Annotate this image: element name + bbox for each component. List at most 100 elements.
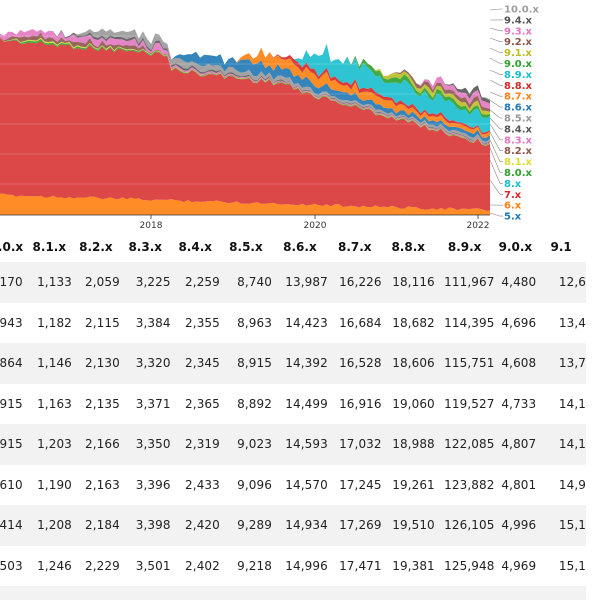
table-cell: 3,350 xyxy=(119,424,171,465)
table-row: ,1701,1332,0593,2252,2598,74013,98716,22… xyxy=(0,262,586,303)
table-cell: 19,261 xyxy=(381,464,435,505)
legend-entry: 8.5.x xyxy=(504,114,533,125)
table-cell: 4,480 xyxy=(494,262,537,303)
table-cell: 2,433 xyxy=(170,464,220,505)
table-header-row: 8.0.x 8.1.x 8.2.x 8.3.x 8.4.x 8.5.x 8.6.x 8.7.x… xyxy=(0,232,586,262)
table-cell: 1,190 xyxy=(26,464,72,505)
table-cell: ,610 xyxy=(0,464,27,505)
legend-entry: 8.4.x xyxy=(504,124,533,135)
column-header: 8.4.x xyxy=(178,240,213,254)
column-header: 9.1 xyxy=(550,240,572,254)
table-row: ,8641,1462,1303,3202,3458,91514,39216,52… xyxy=(0,343,586,384)
table-cell: 14,570 xyxy=(271,464,328,505)
table-cell: 8,915 xyxy=(219,343,272,384)
table-cell: ,864 xyxy=(0,343,27,384)
legend-leader-line xyxy=(489,212,503,217)
table-cell: ,503 xyxy=(0,545,27,586)
chart-areas xyxy=(0,28,490,215)
table-row: ,5031,2462,2293,5012,4029,21814,99617,47… xyxy=(0,545,586,586)
x-axis: 2018 2020 2022 xyxy=(0,214,490,230)
table-cell: 9,236 xyxy=(219,586,272,600)
x-tick-label: 2018 xyxy=(140,221,163,230)
column-header: 8.8.x xyxy=(391,240,425,254)
table-cell: 2,184 xyxy=(71,505,120,546)
table-cell: 4,801 xyxy=(494,464,537,505)
table-row: ,9431,1822,1153,3842,3558,96314,42316,68… xyxy=(0,302,586,343)
table-cell: 18,988 xyxy=(381,424,435,465)
area-7-x xyxy=(0,38,490,211)
table-cell: 17,032 xyxy=(327,424,382,465)
table-cell: 14,934 xyxy=(271,505,328,546)
table-row: ,4141,2082,1843,3982,4209,28914,93417,26… xyxy=(0,505,586,546)
table-cell: 4,996 xyxy=(494,505,537,546)
table-cell: 14,616 xyxy=(271,586,328,600)
column-header: 8.9.x xyxy=(447,240,482,254)
column-header: 8.6.x xyxy=(283,240,317,254)
table-cell: 2,163 xyxy=(71,464,120,505)
table-cell: 17,088 xyxy=(327,586,382,600)
table-cell: 125,948 xyxy=(434,545,495,586)
legend-entry: 10.0.x xyxy=(504,5,539,16)
legend-leader-line xyxy=(489,37,503,42)
legend-entry: 7.x xyxy=(504,190,522,201)
table-cell: 1,133 xyxy=(26,262,72,303)
legend-leader-line xyxy=(489,131,503,151)
data-table: 8.0.x 8.1.x 8.2.x 8.3.x 8.4.x 8.5.x 8.6.x 8.7.x… xyxy=(0,232,586,600)
table-cell: 9,289 xyxy=(219,505,272,546)
legend-entry: 8.2.x xyxy=(504,146,533,157)
table-cell: 8,740 xyxy=(219,262,272,303)
table-cell: 16,684 xyxy=(327,302,382,343)
legend-entry: 5.x xyxy=(504,212,522,223)
table-cell: 2,402 xyxy=(170,545,220,586)
table-cell: 14,499 xyxy=(271,383,328,424)
table-cell: ,943 xyxy=(0,302,27,343)
legend-entry: 8.9.x xyxy=(504,70,533,81)
column-header: 8.5.x xyxy=(229,240,263,254)
legend-leader-line xyxy=(489,8,503,11)
table-cell: 2,355 xyxy=(170,302,220,343)
legend-leader-line xyxy=(489,27,503,32)
x-tick-label: 2022 xyxy=(467,221,490,230)
table-cell: 2,319 xyxy=(170,424,220,465)
version-usage-table: 8.0.x 8.1.x 8.2.x 8.3.x 8.4.x 8.5.x 8.6.x 8.7.x… xyxy=(0,232,600,600)
table-cell: 3,225 xyxy=(119,262,171,303)
table-cell: 16,226 xyxy=(327,262,382,303)
stacked-area-chart: 2018 2020 2022 10.0.x9.4.x9.3.x9.2.x9.1.x9… xyxy=(0,5,539,230)
table-cell: 14,392 xyxy=(271,343,328,384)
table-cell: 2,259 xyxy=(170,262,220,303)
table-cell: 17,245 xyxy=(327,464,382,505)
table-cell: 9,023 xyxy=(219,424,272,465)
table-cell: ,915 xyxy=(0,383,27,424)
table-cell: 1,203 xyxy=(26,424,72,465)
column-header: 8.7.x xyxy=(337,240,372,254)
legend-leader-line xyxy=(489,79,503,86)
table-cell: 2,229 xyxy=(71,545,120,586)
legend-entry: 8.7.x xyxy=(504,92,533,103)
legend-entry: 9.3.x xyxy=(504,26,533,37)
table-cell: 15,1 xyxy=(536,505,586,546)
legend-leader-line xyxy=(489,47,503,53)
table-cell: 118,386 xyxy=(434,586,495,600)
chart-gridlines xyxy=(0,35,490,185)
table-cell: 18,682 xyxy=(381,302,435,343)
table-cell: ,414 xyxy=(0,505,27,546)
table-cell: 126,105 xyxy=(434,505,495,546)
table-cell: 9,218 xyxy=(219,545,272,586)
table-cell: 1,214 xyxy=(26,586,72,600)
legend-entry: 6.x xyxy=(504,201,522,212)
table-row: ,9151,1632,1353,3712,3658,89214,49916,91… xyxy=(0,383,586,424)
table-cell: 115,751 xyxy=(434,343,495,384)
table-cell: 14,1 xyxy=(536,424,586,465)
table-cell: 119,527 xyxy=(434,383,495,424)
table-row: ,6101,1902,1633,3962,4339,09614,57017,24… xyxy=(0,464,586,505)
table-cell: 19,060 xyxy=(381,383,435,424)
column-header: 8.3.x xyxy=(128,240,162,254)
table-cell: ,170 xyxy=(0,262,27,303)
table-cell: 14,9 xyxy=(536,586,586,600)
table-cell: 17,269 xyxy=(327,505,382,546)
table-cell: 2,120 xyxy=(71,586,120,600)
table-cell: 4,801 xyxy=(494,586,537,600)
table-cell: 3,371 xyxy=(119,383,171,424)
legend-leader-line xyxy=(489,117,503,130)
legend-leader-line xyxy=(489,147,503,173)
